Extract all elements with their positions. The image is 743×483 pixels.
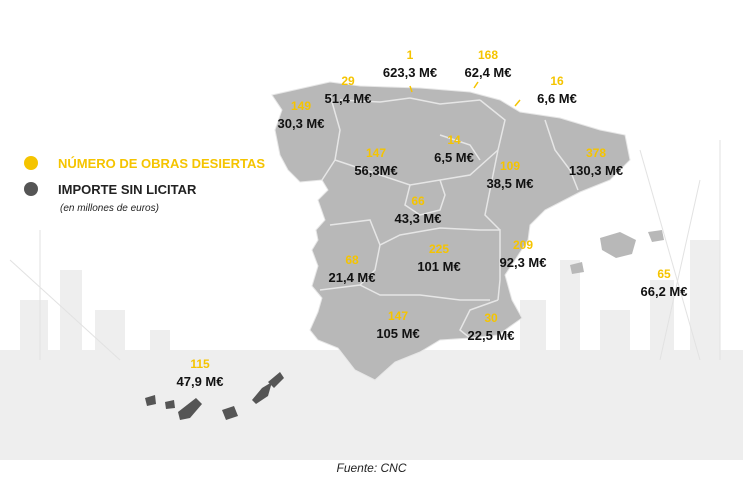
skyline-lines: [9, 140, 721, 361]
obras-count: 14: [447, 133, 461, 147]
importe-value: 66,2 M€: [640, 284, 688, 299]
obras-count: 1: [406, 48, 414, 62]
balearic-islands: [570, 230, 664, 274]
region-label-andalucia: 147 105 M€: [376, 307, 419, 343]
yellow-dot-icon: [24, 156, 38, 170]
region-label-pais-vasco: 168 62,4 M€: [465, 46, 512, 82]
source-note: Fuente: CNC: [336, 461, 407, 475]
region-label-madrid: 66 43,3 M€: [395, 192, 442, 228]
obras-count: 65: [657, 267, 671, 281]
obras-count: 168: [477, 48, 499, 62]
importe-value: 92,3 M€: [499, 255, 547, 270]
region-label-cataluna: 378 130,3 M€: [569, 144, 623, 180]
legend-importe-sub: (en millones de euros): [60, 203, 159, 214]
region-label-navarra: 16 6,6 M€: [537, 72, 577, 108]
obras-count: 16: [550, 74, 564, 88]
region-label-castilla-leon: 147 56,3M€: [354, 144, 397, 180]
importe-value: 21,4 M€: [328, 270, 376, 285]
importe-value: 47,9 M€: [176, 374, 224, 389]
importe-value: 30,3 M€: [277, 116, 325, 131]
obras-count: 29: [341, 74, 355, 88]
legend-importe: IMPORTE SIN LICITAR: [24, 176, 265, 202]
importe-value: 22,5 M€: [467, 328, 515, 343]
obras-count: 66: [411, 194, 425, 208]
legend-importe-label: IMPORTE SIN LICITAR: [58, 181, 197, 197]
obras-count: 109: [499, 159, 521, 173]
legend-obras: NÚMERO DE OBRAS DESIERTAS: [24, 150, 265, 176]
importe-value: 6,5 M€: [434, 150, 474, 165]
importe-value: 56,3M€: [354, 163, 398, 178]
obras-count: 115: [190, 357, 210, 371]
region-label-galicia: 149 30,3 M€: [278, 97, 325, 133]
obras-count: 209: [512, 238, 534, 252]
region-label-murcia: 30 22,5 M€: [468, 309, 515, 345]
leader-marks: [409, 81, 521, 107]
importe-value: 101 M€: [417, 259, 461, 274]
importe-value: 6,6 M€: [537, 91, 577, 106]
gray-dot-icon: [24, 182, 38, 196]
region-label-castilla-la-mancha: 225 101 M€: [417, 240, 460, 276]
obras-count: 147: [365, 146, 387, 160]
region-borders: [319, 94, 579, 339]
region-label-aragon: 109 38,5 M€: [487, 157, 534, 193]
region-label-la-rioja: 14 6,5 M€: [434, 131, 474, 167]
legend-obras-label: NÚMERO DE OBRAS DESIERTAS: [58, 155, 266, 171]
region-label-canarias: 115 47,9 M€: [177, 355, 224, 391]
obras-count: 225: [428, 242, 450, 256]
obras-count: 378: [585, 146, 607, 160]
importe-value: 62,4 M€: [464, 65, 512, 80]
region-label-extremadura: 68 21,4 M€: [329, 251, 376, 287]
obras-count: 149: [290, 99, 312, 113]
importe-value: 623,3 M€: [382, 65, 438, 80]
legend: NÚMERO DE OBRAS DESIERTAS IMPORTE SIN LI…: [24, 150, 265, 202]
region-label-baleares: 65 66,2 M€: [641, 265, 688, 301]
importe-value: 38,5 M€: [486, 176, 534, 191]
importe-value: 130,3 M€: [568, 163, 624, 178]
spain-peninsula: [271, 81, 631, 381]
obras-count: 68: [345, 253, 359, 267]
obras-count: 30: [484, 311, 498, 325]
importe-value: 43,3 M€: [394, 211, 442, 226]
region-label-valencia: 209 92,3 M€: [500, 236, 547, 272]
obras-count: 147: [387, 309, 409, 323]
region-label-cantabria: 1 623,3 M€: [383, 46, 437, 82]
importe-value: 105 M€: [376, 326, 420, 341]
importe-value: 51,4 M€: [324, 91, 372, 106]
canary-islands: [145, 372, 284, 420]
region-label-asturias: 29 51,4 M€: [325, 72, 372, 108]
